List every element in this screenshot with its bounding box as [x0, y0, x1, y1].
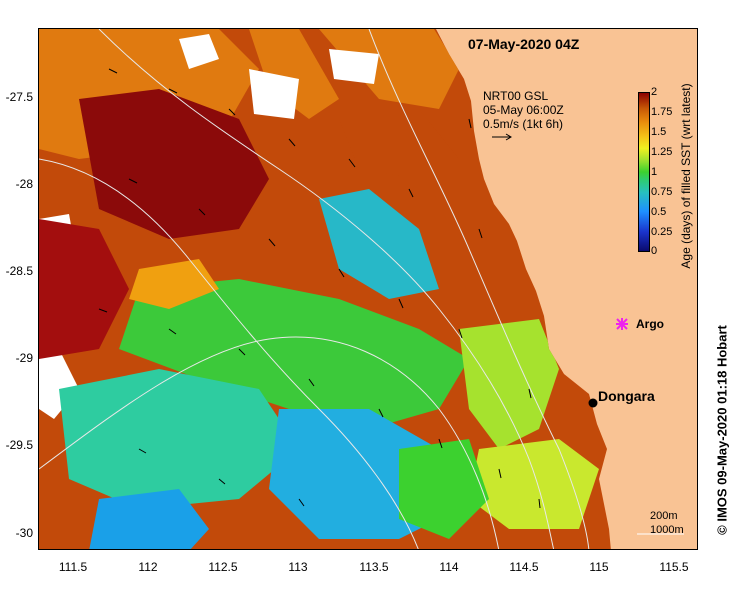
sst-map: [39, 29, 697, 549]
lon-tick-label: 112.5: [208, 560, 238, 574]
map-frame: [38, 28, 698, 550]
lon-tick-label: 114.5: [509, 560, 539, 574]
lon-tick-label: 115.5: [659, 560, 689, 574]
colorbar-tick: 1.5: [651, 126, 667, 138]
lat-tick-label: -30: [15, 526, 33, 540]
reference-arrow-icon: [492, 133, 512, 141]
lon-tick-label: 112: [138, 560, 158, 574]
depth-legend: 200m 1000m: [650, 509, 684, 537]
depth-legend-200m: 200m: [650, 510, 678, 522]
colorbar-tick: 0.75: [651, 186, 673, 198]
lon-tick-label: 113: [288, 560, 308, 574]
colorbar-tick: 0.5: [651, 206, 667, 218]
argo-star-icon: [616, 318, 628, 330]
colorbar-tick: 0.25: [651, 226, 673, 238]
colorbar-tick: 2: [651, 86, 658, 98]
lon-tick-label: 113.5: [359, 560, 389, 574]
colorbar: [638, 92, 650, 252]
current-source: NRT00 GSL: [483, 89, 549, 103]
dongara-label: Dongara: [598, 388, 655, 404]
colorbar-tick: 1: [651, 166, 658, 178]
depth-contours: [39, 29, 590, 549]
map-title: 07-May-2020 04Z: [468, 36, 580, 52]
dongara-dot-icon: [588, 398, 598, 408]
lon-tick-label: 114: [439, 560, 459, 574]
colorbar-tick: 1.25: [651, 146, 673, 158]
argo-label: Argo: [636, 317, 664, 331]
colorbar-tick: 1.75: [651, 106, 673, 118]
lat-tick-label: -29.5: [5, 438, 33, 452]
lat-tick-label: -27.5: [5, 90, 33, 104]
current-vectors: [98, 68, 541, 509]
lat-tick-label: -28.5: [5, 264, 33, 278]
imos-credit: © IMOS 09-May-2020 01:18 Hobart: [714, 325, 730, 535]
current-time: 05-May 06:00Z: [483, 103, 564, 117]
colorbar-title: Age (days) of filled SST (wrt latest): [679, 83, 693, 269]
depth-legend-1000m: 1000m: [650, 524, 684, 536]
current-vector-info: NRT00 GSL 05-May 06:00Z 0.5m/s (1kt 6h): [483, 89, 564, 131]
colorbar-tick: 0: [651, 245, 658, 257]
lat-tick-label: -28: [15, 177, 33, 191]
lon-tick-label: 111.5: [58, 560, 88, 574]
lon-tick-label: 115: [589, 560, 609, 574]
lat-tick-label: -29: [15, 351, 33, 365]
current-scale: 0.5m/s (1kt 6h): [483, 117, 564, 131]
